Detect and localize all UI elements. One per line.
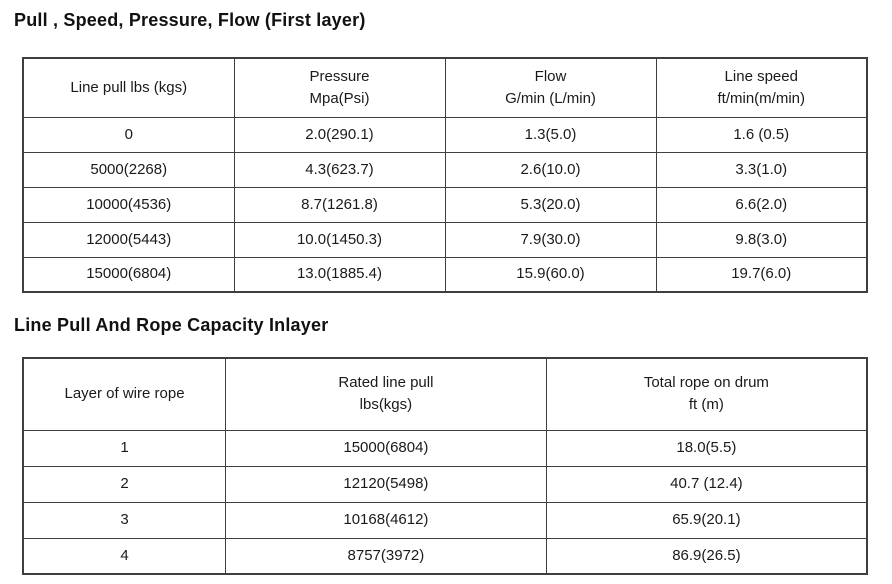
table-cell: 6.6(2.0): [655, 186, 868, 223]
table-cell: 2: [22, 465, 227, 503]
table-cell: 12000(5443): [22, 221, 235, 258]
table-cell: 3: [22, 501, 227, 539]
section-title-pull-speed-pressure-flow: Pull , Speed, Pressure, Flow (First laye…: [14, 10, 366, 30]
table-cell: 1: [22, 429, 227, 467]
column-header-rated-line-pull: Rated line pull lbs(kgs): [225, 357, 547, 431]
column-header-flow: Flow G/min (L/min): [444, 57, 657, 118]
table-cell: 2.6(10.0): [444, 151, 657, 188]
table-cell: 5.3(20.0): [444, 186, 657, 223]
table-cell: 15000(6804): [22, 256, 235, 293]
table-cell: 0: [22, 116, 235, 153]
table-row: 3 10168(4612) 65.9(20.1): [22, 501, 868, 539]
column-header-total-rope-on-drum: Total rope on drum ft (m): [545, 357, 868, 431]
column-header-line-pull: Line pull lbs (kgs): [22, 57, 235, 118]
table-cell: 1.3(5.0): [444, 116, 657, 153]
table-cell: 19.7(6.0): [655, 256, 868, 293]
table-row: 1 15000(6804) 18.0(5.5): [22, 429, 868, 467]
pull-speed-pressure-flow-table: Line pull lbs (kgs) Pressure Mpa(Psi) Fl…: [22, 57, 868, 293]
table-row: 15000(6804) 13.0(1885.4) 15.9(60.0) 19.7…: [22, 256, 868, 293]
table-cell: 18.0(5.5): [545, 429, 868, 467]
table-header-row: Layer of wire rope Rated line pull lbs(k…: [22, 357, 868, 431]
table-row: 12000(5443) 10.0(1450.3) 7.9(30.0) 9.8(3…: [22, 221, 868, 258]
section-title-line-pull-rope-capacity: Line Pull And Rope Capacity Inlayer: [14, 315, 329, 335]
table-cell: 10.0(1450.3): [233, 221, 446, 258]
table-cell: 8.7(1261.8): [233, 186, 446, 223]
table-row: 10000(4536) 8.7(1261.8) 5.3(20.0) 6.6(2.…: [22, 186, 868, 223]
table-cell: 12120(5498): [225, 465, 547, 503]
table-cell: 5000(2268): [22, 151, 235, 188]
table-cell: 1.6 (0.5): [655, 116, 868, 153]
table-cell: 10168(4612): [225, 501, 547, 539]
table-cell: 86.9(26.5): [545, 537, 868, 575]
column-header-pressure: Pressure Mpa(Psi): [233, 57, 446, 118]
line-pull-rope-capacity-table: Layer of wire rope Rated line pull lbs(k…: [22, 357, 868, 575]
table-cell: 2.0(290.1): [233, 116, 446, 153]
table-cell: 7.9(30.0): [444, 221, 657, 258]
table-cell: 8757(3972): [225, 537, 547, 575]
table-cell: 4.3(623.7): [233, 151, 446, 188]
table-header-row: Line pull lbs (kgs) Pressure Mpa(Psi) Fl…: [22, 57, 868, 118]
column-header-line-speed: Line speed ft/min(m/min): [655, 57, 868, 118]
column-header-layer-of-wire-rope: Layer of wire rope: [22, 357, 227, 431]
table-cell: 4: [22, 537, 227, 575]
table-cell: 3.3(1.0): [655, 151, 868, 188]
table-cell: 40.7 (12.4): [545, 465, 868, 503]
table-row: 5000(2268) 4.3(623.7) 2.6(10.0) 3.3(1.0): [22, 151, 868, 188]
table-cell: 13.0(1885.4): [233, 256, 446, 293]
table-cell: 10000(4536): [22, 186, 235, 223]
table-cell: 65.9(20.1): [545, 501, 868, 539]
table-row: 2 12120(5498) 40.7 (12.4): [22, 465, 868, 503]
table-cell: 15.9(60.0): [444, 256, 657, 293]
table-row: 0 2.0(290.1) 1.3(5.0) 1.6 (0.5): [22, 116, 868, 153]
table-cell: 15000(6804): [225, 429, 547, 467]
table-row: 4 8757(3972) 86.9(26.5): [22, 537, 868, 575]
table-cell: 9.8(3.0): [655, 221, 868, 258]
